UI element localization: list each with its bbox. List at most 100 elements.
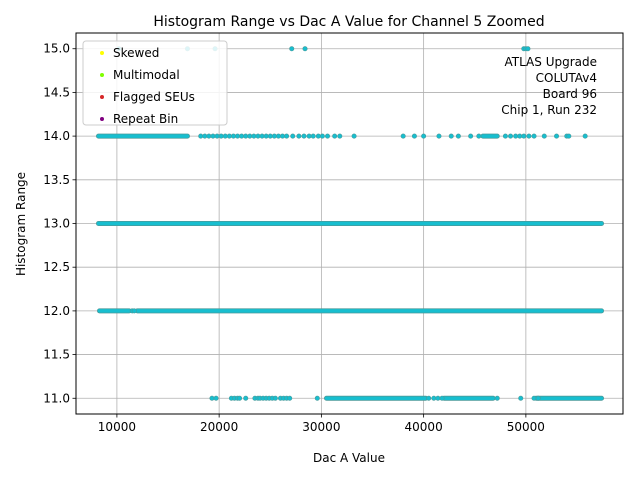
y-tick-label: 11.0: [43, 391, 70, 405]
data-point: [319, 133, 325, 139]
data-point: [263, 133, 269, 139]
data-point: [455, 133, 461, 139]
data-point: [296, 133, 302, 139]
data-point: [206, 133, 212, 139]
data-point: [239, 133, 245, 139]
data-point: [531, 395, 537, 401]
data-point: [541, 133, 547, 139]
data-point: [508, 133, 514, 139]
data-point: [243, 395, 249, 401]
data-point: [435, 395, 441, 401]
data-point: [289, 46, 295, 52]
x-tick-label: 10000: [98, 420, 136, 434]
data-point: [210, 133, 216, 139]
x-tick-label: 50000: [507, 420, 545, 434]
data-point: [302, 46, 308, 52]
data-point: [439, 395, 445, 401]
data-point: [521, 133, 527, 139]
data-point: [237, 395, 243, 401]
legend-marker: [100, 73, 104, 77]
data-point: [267, 133, 273, 139]
data-point: [284, 133, 290, 139]
data-point: [290, 133, 296, 139]
y-tick-label: 14.0: [43, 129, 70, 143]
data-point: [411, 133, 417, 139]
data-point: [337, 133, 343, 139]
legend-frame: [82, 40, 228, 126]
data-point: [431, 395, 437, 401]
annotation-box: ATLAS Upgrade COLUTAv4 Board 96 Chip 1, Run…: [501, 55, 597, 117]
data-point: [287, 395, 293, 401]
data-point: [214, 133, 220, 139]
data-point: [272, 395, 278, 401]
data-point: [513, 133, 519, 139]
data-point: [213, 395, 219, 401]
data-point: [518, 395, 524, 401]
data-point: [315, 133, 321, 139]
data-point: [243, 133, 249, 139]
data-point: [468, 133, 474, 139]
data-point: [301, 133, 307, 139]
data-point: [251, 133, 257, 139]
data-point: [222, 133, 228, 139]
data-point: [275, 133, 281, 139]
annotation-line: Chip 1, Run 232: [501, 103, 597, 117]
data-point: [306, 133, 312, 139]
y-axis-ticks: 11.0 11.5 12.0 12.5 13.0 13.5 14.0 14.5 15.0: [43, 42, 76, 405]
data-point: [280, 133, 286, 139]
data-point: [314, 395, 320, 401]
data-point: [351, 133, 357, 139]
y-tick-label: 12.0: [43, 304, 70, 318]
data-point: [271, 133, 277, 139]
y-tick-label: 13.5: [43, 173, 70, 187]
data-point: [566, 133, 572, 139]
legend-label: Skewed: [113, 46, 159, 60]
x-axis-label: Dac A Value: [313, 451, 385, 465]
data-point: [255, 133, 261, 139]
x-tick-label: 30000: [302, 420, 340, 434]
legend-label: Repeat Bin: [113, 112, 178, 126]
legend-marker: [100, 51, 104, 55]
legend-label: Flagged SEUs: [113, 90, 195, 104]
y-axis-label: Histogram Range: [14, 172, 28, 276]
data-point: [448, 133, 454, 139]
data-point: [209, 395, 215, 401]
legend: Skewed Multimodal Flagged SEUs Repeat Bin: [82, 40, 228, 126]
data-point: [202, 133, 208, 139]
x-tick-label: 40000: [405, 420, 443, 434]
y-tick-label: 14.5: [43, 85, 70, 99]
y-tick-label: 11.5: [43, 348, 70, 362]
chart-title: Histogram Range vs Dac A Value for Chann…: [153, 14, 544, 30]
data-point: [502, 133, 508, 139]
data-point: [526, 133, 532, 139]
y-tick-label: 12.5: [43, 260, 70, 274]
data-point: [436, 133, 442, 139]
data-point: [247, 133, 253, 139]
data-point: [131, 308, 137, 314]
data-point: [259, 133, 265, 139]
data-point: [494, 395, 500, 401]
annotation-line: Board 96: [543, 87, 597, 101]
data-point: [476, 133, 482, 139]
data-point: [310, 133, 316, 139]
y-tick-label: 15.0: [43, 42, 70, 56]
data-point: [554, 133, 560, 139]
legend-label: Multimodal: [113, 68, 180, 82]
data-point: [230, 133, 236, 139]
data-point: [332, 133, 338, 139]
data-point: [400, 133, 406, 139]
data-point: [525, 46, 531, 52]
data-point: [198, 133, 204, 139]
legend-marker: [100, 95, 104, 99]
data-point: [582, 133, 588, 139]
data-point: [218, 133, 224, 139]
annotation-line: COLUTAv4: [536, 71, 597, 85]
x-axis-ticks: 10000 20000 30000 40000 50000: [98, 414, 545, 434]
y-tick-label: 13.0: [43, 217, 70, 231]
data-point: [235, 133, 241, 139]
annotation-line: ATLAS Upgrade: [504, 55, 597, 69]
x-tick-label: 20000: [200, 420, 238, 434]
data-point: [535, 395, 541, 401]
legend-marker: [100, 117, 104, 121]
